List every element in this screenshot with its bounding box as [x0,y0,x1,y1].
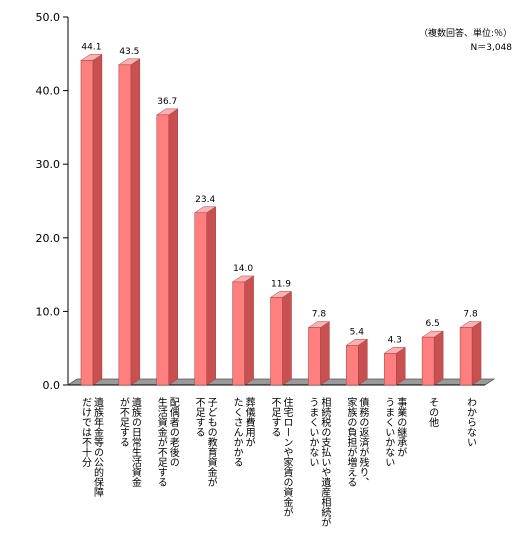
bar-side-face [471,321,482,386]
bar-value-label: 36.7 [157,97,177,107]
bar-value-label: 4.3 [388,335,402,345]
bar [459,321,482,386]
x-category-label: 不足する [269,397,281,437]
bar [383,346,407,386]
bar-front-face [383,353,397,386]
bar-value-label: 11.9 [271,279,291,289]
x-category-label: うまくいかない [307,397,319,467]
chart-note-line1: （複数回答、単位:％） [419,27,512,39]
bar-side-face [130,58,141,386]
bar-front-face [346,345,359,386]
bar [307,321,331,386]
bar-side-face [320,321,330,386]
x-category-label: 葬儀費用が [243,397,255,447]
bar-value-label: 43.5 [119,47,139,57]
bar [118,58,141,386]
y-tick-label: 40.0 [36,85,61,98]
bar-front-face [421,336,435,386]
bar [345,338,369,386]
x-category-label: その他 [427,397,439,428]
x-category-label: 生活資金が不足する [155,396,167,487]
bar [155,108,179,386]
y-tick-label: 50.0 [36,11,61,24]
x-category-label: たくさんかかる [231,397,243,467]
bar-front-face [232,281,245,386]
x-category-label: 遺族年金等の公的保障 [91,396,103,498]
bar-side-face [395,346,406,386]
y-tick-label: 0.0 [43,379,61,392]
bar-value-label: 44.1 [81,42,101,52]
bar-side-face [358,338,368,386]
bar-side-face [282,290,292,386]
x-category-label: 遺族の日常生活資金 [129,396,141,487]
bar-front-face [270,297,283,386]
bar-front-face [194,212,207,386]
x-category-label: わからない [465,397,477,447]
bar-value-label: 23.4 [195,195,215,205]
x-category-label: が不足する [117,396,129,447]
bar-side-face [168,108,179,386]
x-category-label: 住宅ローンや家賃の資金が [281,396,293,517]
y-tick-label: 10.0 [36,305,61,318]
bar-front-face [156,114,170,386]
bar-side-face [206,206,216,386]
x-category-label: 配偶者の老後の [167,397,179,467]
bar-side-face [92,53,103,386]
bar-side-face [244,275,254,386]
y-tick-label: 20.0 [36,232,61,245]
chart-note-line2: N＝3,048 [471,43,513,53]
x-category-label: うまくいかない [383,397,395,467]
bar [193,206,217,386]
bar-front-face [118,64,132,386]
bar [231,275,255,386]
bar-front-face [308,327,321,386]
x-category-label: 債務の返済が残り、 [357,396,369,487]
bar [421,330,444,386]
y-tick-label: 30.0 [36,158,61,171]
x-category-label: だけでは不十分 [79,397,91,468]
x-category-label: 相続税の支払いや遺産相続が [319,396,331,527]
bar-value-label: 14.0 [233,264,253,274]
bar-front-face [80,60,94,386]
bar-front-face [459,327,473,386]
bar [80,53,103,386]
bar-side-face [433,330,444,386]
bar-value-label: 5.4 [350,327,365,337]
x-category-label: 子どもの教育資金が [205,397,217,487]
bar-value-label: 7.8 [312,310,327,320]
bar-value-label: 6.5 [425,319,439,329]
x-category-label: 家族の負担が増える [345,396,357,487]
x-category-label: 不足する [193,397,205,437]
bar-value-label: 7.8 [463,310,478,320]
bar [269,290,293,386]
x-category-label: 事業の継承が [395,396,407,457]
